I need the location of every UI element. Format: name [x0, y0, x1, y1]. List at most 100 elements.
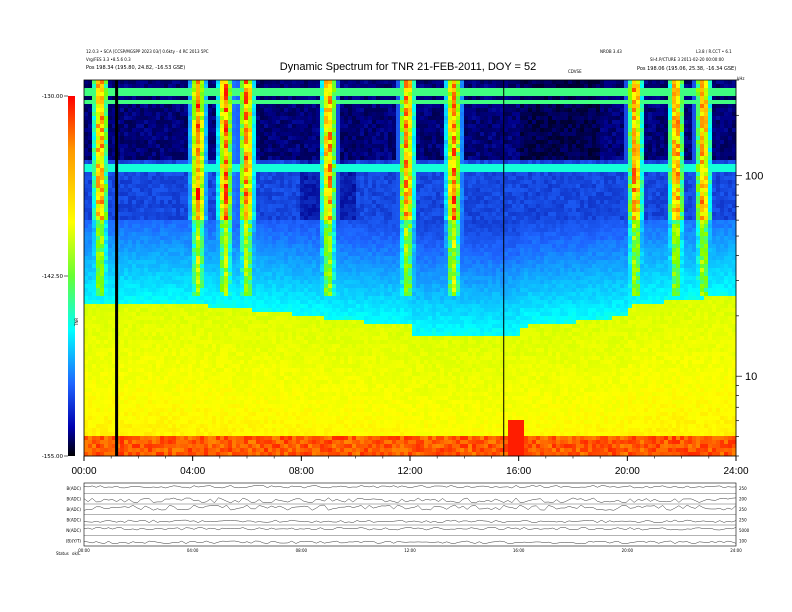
spectrum-cell	[592, 132, 597, 137]
spectrum-cell	[524, 156, 529, 161]
spectrum-cell	[556, 128, 561, 133]
spectrum-cell	[112, 100, 117, 105]
spectrum-cell	[100, 120, 105, 125]
spectrum-cell	[420, 164, 425, 169]
spectrum-cell	[156, 92, 161, 97]
spectrum-cell	[296, 104, 301, 109]
spectrum-cell	[508, 132, 513, 137]
spectrum-cell	[524, 144, 529, 149]
spectrum-cell	[144, 84, 149, 89]
spectrum-cell	[528, 84, 533, 89]
spectrum-cell	[452, 120, 457, 125]
spectrum-cell	[492, 188, 497, 193]
spectrum-cell	[348, 164, 353, 169]
spectrum-cell	[100, 200, 105, 205]
spectrum-cell	[624, 96, 629, 101]
spectrum-cell	[560, 92, 565, 97]
spectrum-cell	[160, 148, 165, 153]
spectrum-cell	[424, 168, 429, 173]
spectrum-cell	[552, 80, 557, 85]
spectrum-cell	[372, 164, 377, 169]
spectrum-cell	[324, 180, 329, 185]
spectrum-cell	[328, 140, 333, 145]
spectrum-cell	[492, 124, 497, 129]
spectrum-cell	[340, 96, 345, 101]
spectrum-cell	[592, 100, 597, 105]
spectrum-cell	[388, 124, 393, 129]
spectrum-cell	[236, 88, 241, 93]
spectrum-cell	[468, 168, 473, 173]
spectrum-cell	[120, 148, 125, 153]
spectrum-cell	[624, 84, 629, 89]
spectrum-cell	[732, 120, 737, 125]
spectrum-cell	[724, 136, 729, 141]
spectrum-cell	[580, 144, 585, 149]
spectrum-cell	[128, 132, 133, 137]
spectrum-cell	[664, 112, 669, 117]
spectrum-cell	[416, 116, 421, 121]
spectrum-cell	[596, 84, 601, 89]
spectrum-cell	[424, 88, 429, 93]
spectrum-cell	[628, 84, 633, 89]
spectrum-cell	[612, 112, 617, 117]
spectrum-cell	[344, 120, 349, 125]
spectrum-cell	[408, 116, 413, 121]
spectrum-cell	[196, 156, 201, 161]
spectrum-cell	[228, 104, 233, 109]
spectrum-cell	[704, 96, 709, 101]
spectrum-cell	[724, 164, 729, 169]
spectrum-cell	[504, 108, 509, 113]
spectrum-cell	[368, 172, 373, 177]
spectrum-cell	[276, 84, 281, 89]
spectrum-cell	[128, 88, 133, 93]
spectrum-cell	[644, 160, 649, 165]
spectrum-cell	[232, 104, 237, 109]
spectrum-cell	[368, 120, 373, 125]
spectrum-cell	[264, 152, 269, 157]
spectrum-cell	[252, 116, 257, 121]
spectrum-cell	[416, 200, 421, 205]
spectrum-cell	[496, 100, 501, 105]
spectrum-cell	[676, 192, 681, 197]
spectrum-cell	[156, 160, 161, 165]
spectrum-cell	[228, 116, 233, 121]
spectrum-cell	[180, 92, 185, 97]
spectrum-cell	[468, 84, 473, 89]
spectrum-cell	[156, 180, 161, 185]
spectrum-cell	[184, 92, 189, 97]
spectrum-cell	[428, 184, 433, 189]
spectrum-cell	[424, 124, 429, 129]
spectrum-cell	[96, 184, 101, 189]
spectrum-cell	[516, 132, 521, 137]
spectrum-cell	[508, 128, 513, 133]
spectrum-cell	[684, 152, 689, 157]
spectrum-cell	[556, 80, 561, 85]
spectrum-cell	[200, 88, 205, 93]
spectrum-cell	[364, 156, 369, 161]
spectrum-cell	[468, 180, 473, 185]
spectrum-cell	[260, 108, 265, 113]
spectrum-cell	[572, 92, 577, 97]
spectrum-cell	[388, 176, 393, 181]
spectrum-cell	[196, 200, 201, 205]
spectrum-cell	[332, 184, 337, 189]
spectrum-cell	[644, 124, 649, 129]
spectrum-cell	[252, 140, 257, 145]
spectrum-cell	[288, 188, 293, 193]
spectrum-cell	[208, 192, 213, 197]
spectrum-cell	[416, 128, 421, 133]
spectrum-cell	[484, 108, 489, 113]
spectrum-cell	[692, 184, 697, 189]
spectrum-cell	[492, 148, 497, 153]
spectrum-cell	[380, 168, 385, 173]
spectrum-cell	[648, 152, 653, 157]
spectrum-cell	[708, 168, 713, 173]
spectrum-cell	[296, 160, 301, 165]
spectrum-cell	[616, 188, 621, 193]
spectrum-cell	[324, 200, 329, 205]
spectrum-cell	[548, 196, 553, 201]
spectrum-cell	[188, 184, 193, 189]
spectrum-cell	[356, 136, 361, 141]
spectrum-cell	[200, 192, 205, 197]
spectrum-cell	[400, 188, 405, 193]
